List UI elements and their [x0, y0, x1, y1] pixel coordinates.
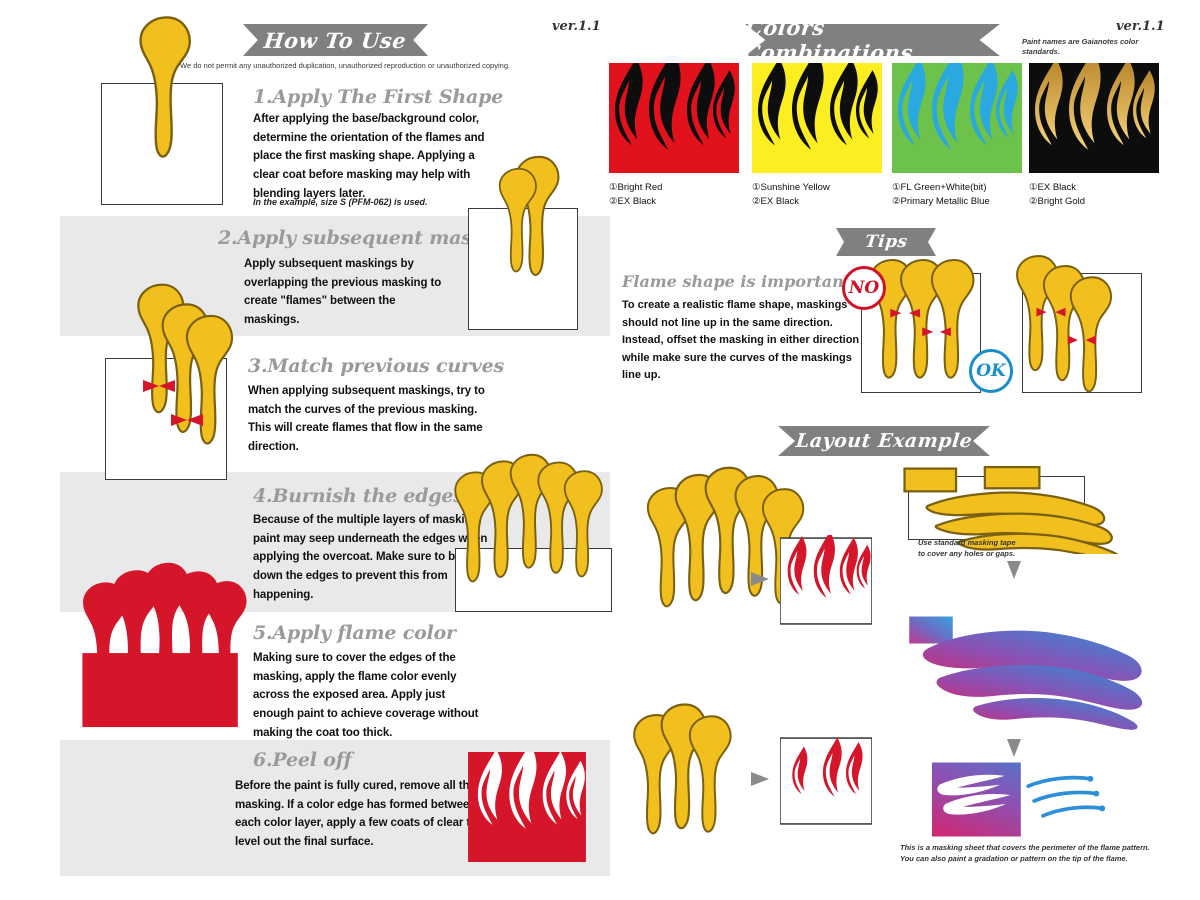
step5-title: 5.Apply flame color — [253, 622, 456, 644]
swatch-3: ①EX Black ②Bright Gold — [1029, 50, 1159, 209]
banner-colors-label: Colors Combinations — [742, 15, 915, 65]
banner-tips: Tips — [836, 228, 936, 256]
step6-body: Before the paint is fully cured, remove … — [235, 780, 478, 848]
layout-result-a — [780, 535, 872, 625]
swatch-0-art — [609, 50, 739, 173]
layout-arrow-down-2 — [1007, 739, 1021, 757]
swatch-2: ①FL Green+White(bit) ②Primary Metallic B… — [892, 50, 1022, 209]
swatch-3-line1: ①EX Black — [1029, 182, 1077, 193]
step1-body: After applying the base/background color… — [253, 113, 485, 200]
copyright-note: We do not permit any unauthorized duplic… — [180, 61, 511, 70]
layout-result-b — [780, 737, 872, 825]
tips-ok-drops — [1016, 254, 1113, 393]
step2-title: 2.Apply subsequent maskings — [218, 227, 529, 249]
ok-badge: OK — [969, 349, 1013, 393]
no-badge-label: NO — [848, 278, 880, 298]
step1-note: In the example, size S (PFM-062) is used… — [253, 197, 428, 207]
swatch-1: ①Sunshine Yellow ②EX Black — [752, 50, 882, 209]
layout-arrow-a — [751, 572, 769, 586]
banner-tips-label: Tips — [863, 232, 909, 252]
step6-title: 6.Peel off — [253, 749, 352, 771]
step4-title: 4.Burnish the edges — [253, 485, 464, 507]
layout-final-panel — [932, 762, 1117, 837]
layout-arrow-down-1 — [1007, 561, 1021, 579]
caption-masking-tape: Use standard masking tape to cover any h… — [918, 538, 1016, 558]
step4-masking-group — [454, 453, 603, 583]
swatch-2-line1: ①FL Green+White(bit) — [892, 182, 987, 193]
step1-title: 1.Apply The First Shape — [253, 86, 504, 108]
no-badge: NO — [842, 266, 886, 310]
layout-tape-art — [903, 465, 1119, 554]
swatch-1-line1: ①Sunshine Yellow — [752, 182, 830, 193]
step5-body: Making sure to cover the edges of the ma… — [253, 652, 479, 739]
swatch-2-art — [892, 50, 1022, 173]
banner-how-to-use-label: How To Use — [263, 27, 408, 53]
tips-body: To create a realistic flame shape, maski… — [622, 299, 860, 382]
swatch-1-line2: ②EX Black — [752, 195, 800, 207]
layout-gradient-art — [909, 616, 1143, 730]
ok-badge-label: OK — [976, 361, 1006, 381]
step2-body: Apply subsequent maskings by overlapping… — [244, 258, 442, 326]
step3-body: When applying subsequent maskings, try t… — [248, 385, 485, 453]
swatch-3-art — [1029, 50, 1159, 173]
swatch-0: ①Bright Red ②EX Black — [609, 50, 739, 209]
step3-title: 3.Match previous curves — [248, 355, 505, 377]
banner-layout-example: Layout Example — [778, 426, 990, 456]
step4-body: Because of the multiple layers of maskin… — [253, 514, 490, 601]
swatch-3-line2: ②Bright Gold — [1029, 195, 1086, 207]
step1-masking-drop — [139, 16, 192, 158]
banner-colors-combinations: Colors Combinations — [745, 24, 1000, 56]
step5-painted-flames — [82, 562, 247, 728]
step2-masking-drops — [498, 155, 560, 277]
paint-standard-note: Paint names are Gaianotes color standard… — [1022, 37, 1139, 57]
layout-masking-b — [633, 703, 732, 835]
step3-match-arrows — [143, 380, 203, 426]
swatch-2-line2: ②Primary Metallic Blue — [892, 195, 990, 207]
swatch-0-line2: ②EX Black — [609, 195, 657, 207]
banner-layout-label: Layout Example — [794, 430, 974, 452]
step6-result-panel — [468, 752, 586, 862]
caption-masking-sheet: This is a masking sheet that covers the … — [900, 843, 1150, 863]
swatch-0-line1: ①Bright Red — [609, 182, 663, 193]
tips-no-drops — [869, 259, 975, 379]
swatch-1-art — [752, 50, 882, 173]
version-label-right: ver.1.1 — [1116, 19, 1165, 34]
banner-how-to-use: How To Use — [243, 24, 428, 56]
version-label-left: ver.1.1 — [552, 19, 601, 34]
layout-arrow-b — [751, 772, 769, 786]
tips-title: Flame shape is important — [622, 272, 852, 291]
